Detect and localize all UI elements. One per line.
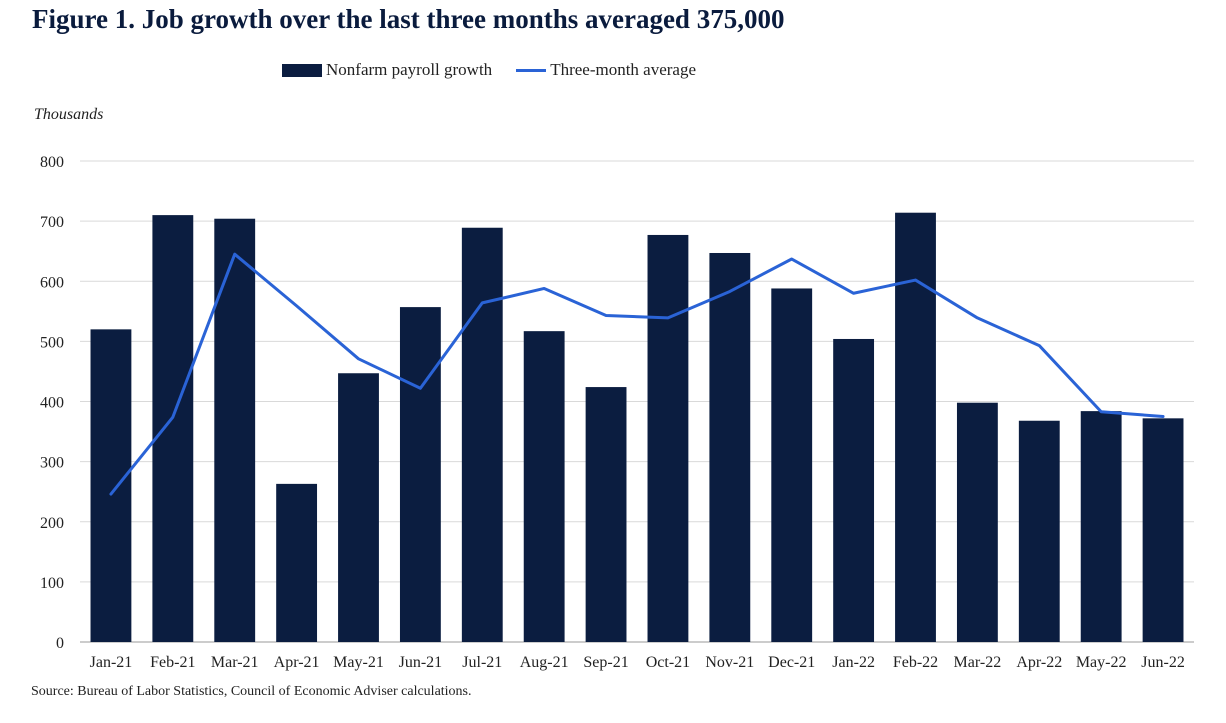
x-tick-label: Sep-21 <box>583 654 628 671</box>
legend-item-line: Three-month average <box>516 60 696 80</box>
chart-title: Figure 1. Job growth over the last three… <box>32 4 785 34</box>
bar-Jan-21 <box>90 329 132 642</box>
x-tick-label: Feb-22 <box>893 654 938 671</box>
legend-item-bars: Nonfarm payroll growth <box>282 60 492 80</box>
bar-Nov-21 <box>709 252 751 642</box>
x-tick-label: Apr-22 <box>1016 654 1062 671</box>
bar-Oct-21 <box>647 234 689 643</box>
legend-label-bars: Nonfarm payroll growth <box>326 60 493 79</box>
bar-Apr-22 <box>1018 420 1060 642</box>
x-tick-label: May-21 <box>333 654 384 671</box>
x-tick-label: Mar-21 <box>211 654 259 671</box>
legend-label-line: Three-month average <box>550 60 697 79</box>
bar-Apr-21 <box>276 483 318 642</box>
bar-Mar-21 <box>214 218 256 642</box>
x-tick-label: Jun-21 <box>399 654 443 671</box>
x-tick-label: Aug-21 <box>520 654 569 671</box>
bar-Aug-21 <box>523 331 565 642</box>
bar-Jul-21 <box>461 227 503 642</box>
y-tick-label: 100 <box>40 575 64 592</box>
x-tick-label: Mar-22 <box>954 654 1002 671</box>
bar-May-21 <box>338 373 379 642</box>
x-tick-label: Jun-22 <box>1141 654 1185 671</box>
bar-Feb-21 <box>152 215 194 643</box>
bar-Jun-22 <box>1142 418 1184 642</box>
bar-Dec-21 <box>771 288 813 642</box>
x-tick-label: Oct-21 <box>646 654 690 671</box>
x-tick-label: Dec-21 <box>768 654 815 671</box>
bar-Mar-22 <box>956 402 998 642</box>
bar-Sep-21 <box>585 387 627 642</box>
x-tick-label: Jan-22 <box>832 654 875 671</box>
y-tick-label: 600 <box>40 274 64 291</box>
x-tick-label: Jul-21 <box>462 654 502 671</box>
y-tick-label: 300 <box>40 455 64 472</box>
y-tick-label: 500 <box>40 334 64 351</box>
x-tick-label: Feb-21 <box>150 654 195 671</box>
x-tick-label: Nov-21 <box>705 654 754 671</box>
legend-bar-swatch <box>282 63 322 77</box>
bar-Feb-22 <box>895 212 936 642</box>
source-note: Source: Bureau of Labor Statistics, Coun… <box>31 684 472 699</box>
y-tick-label: 0 <box>56 635 64 652</box>
y-tick-label: 800 <box>40 154 64 171</box>
y-axis-unit-label: Thousands <box>34 106 104 123</box>
y-tick-label: 700 <box>40 214 64 231</box>
y-tick-label: 200 <box>40 515 64 532</box>
bar-Jan-22 <box>833 338 875 642</box>
legend-line-swatch <box>516 68 547 72</box>
bar-May-22 <box>1080 411 1122 642</box>
x-tick-label: Jan-21 <box>90 654 133 671</box>
x-tick-label: May-22 <box>1076 654 1127 671</box>
y-tick-label: 400 <box>40 395 64 412</box>
legend: Nonfarm payroll growth Three-month avera… <box>282 60 720 80</box>
three-month-average-line <box>109 252 1165 496</box>
x-tick-label: Apr-21 <box>274 654 320 671</box>
bar-Jun-21 <box>399 307 441 642</box>
